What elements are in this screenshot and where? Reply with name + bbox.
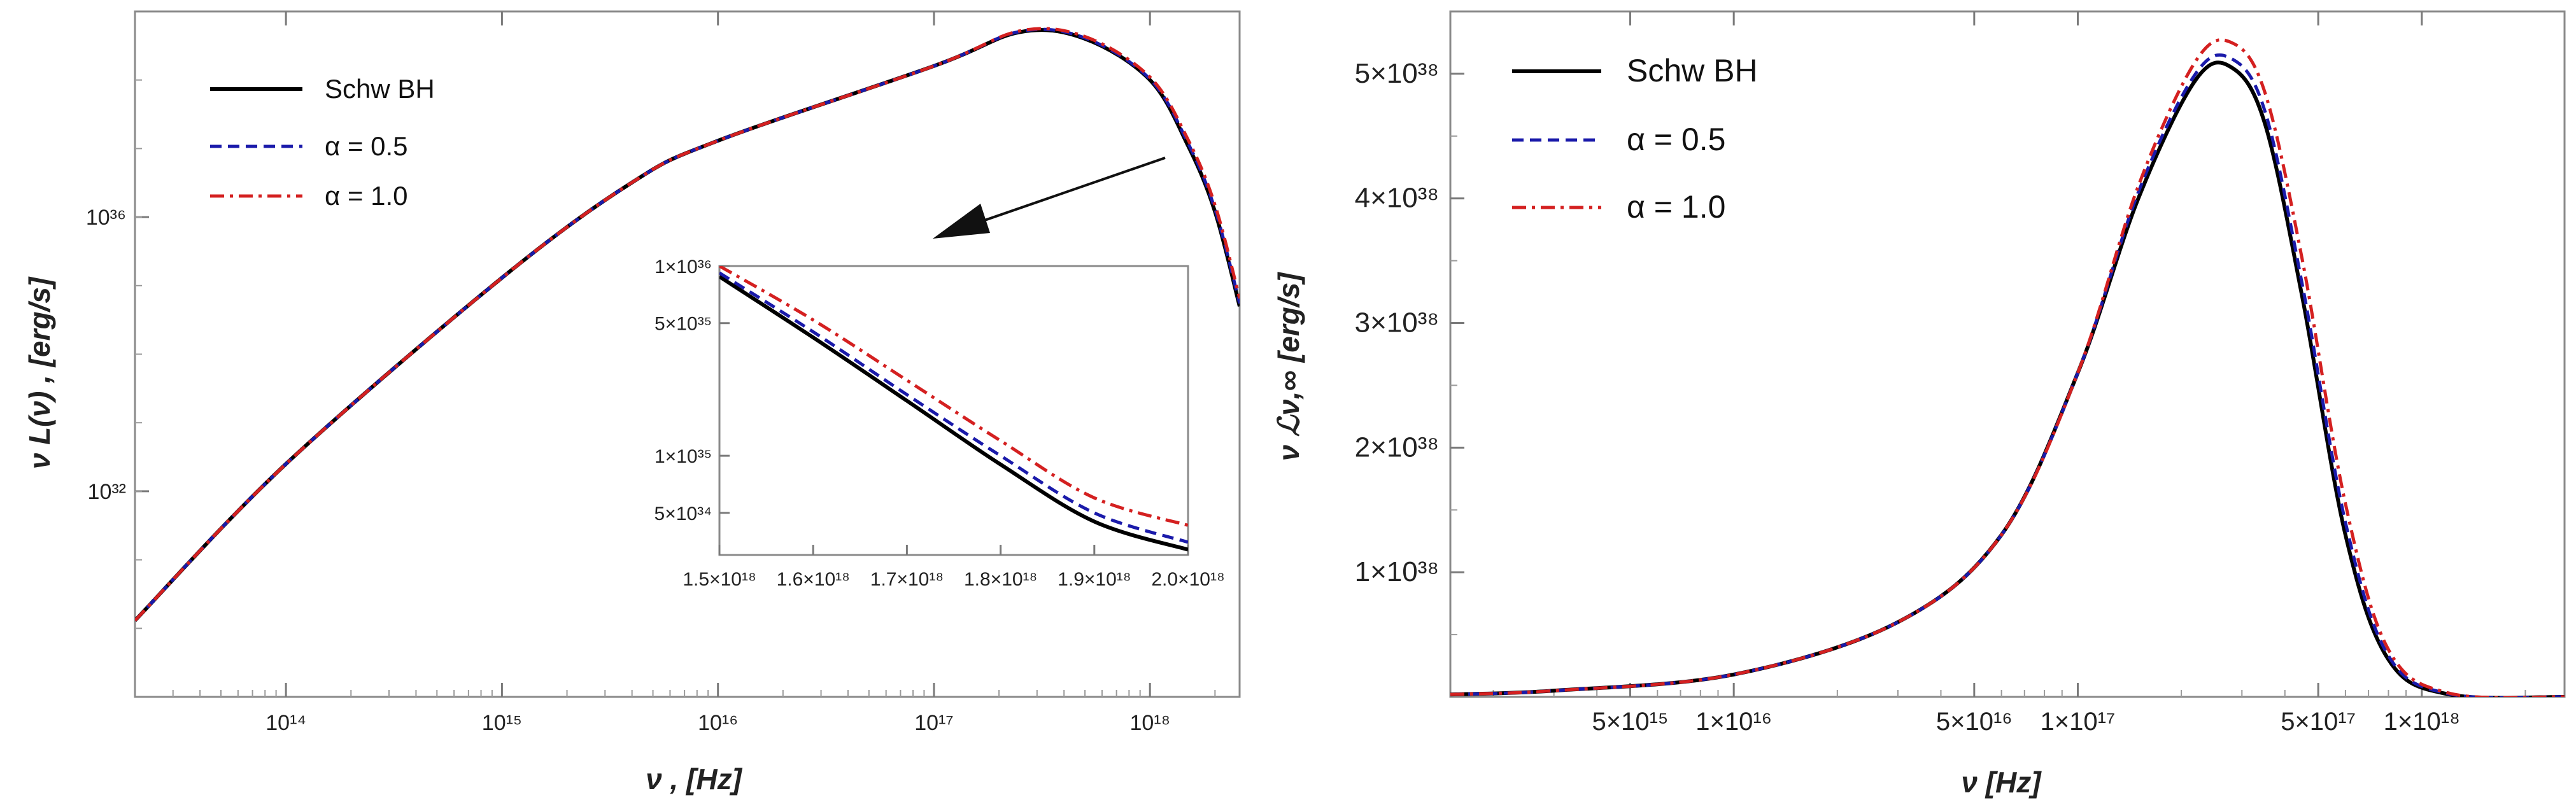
inset-series-line-1 <box>719 275 1188 552</box>
right-x-tick-label: 1×10¹⁷ <box>2041 708 2116 736</box>
right-x-tick-label: 5×10¹⁵ <box>1592 708 1669 736</box>
right-legend: Schw BH α = 0.5 α = 1.0 <box>1512 53 1758 225</box>
left-panel: 10¹⁴ 10¹⁵ 10¹⁶ 10¹⁷ 10¹⁸ 10³² 10³⁶ ν , [Hz] ν L(… <box>23 10 1241 796</box>
right-legend-label-2: α = 0.5 <box>1627 122 1725 157</box>
right-panel: 5×10¹⁵ 1×10¹⁶ 5×10¹⁶ 1×10¹⁷ 5×10¹⁷ 1×10¹⁸ 1×10… <box>1272 10 2566 799</box>
left-series-line-3 <box>135 27 1240 622</box>
left-legend: Schw BH α = 0.5 α = 1.0 <box>210 74 435 211</box>
right-x-axis-label: ν [Hz] <box>1961 766 2042 799</box>
inset-x-tick-label: 1.8×10¹⁸ <box>964 569 1037 590</box>
inset-y-tick-label: 1×10³⁶ <box>655 256 712 277</box>
right-legend-label-1: Schw BH <box>1627 53 1758 88</box>
right-plot-frame <box>1449 10 2566 698</box>
left-x-tick-label: 10¹⁸ <box>1129 711 1170 735</box>
right-x-tick-label: 1×10¹⁶ <box>1695 708 1772 736</box>
inset-y-tick-label: 5×10³⁴ <box>655 503 712 524</box>
right-y-axis-label: ν ℒν,∞ [erg/s] <box>1272 272 1305 461</box>
right-series-line-1 <box>1450 60 2565 697</box>
inset-y-tick-label: 1×10³⁵ <box>655 446 712 467</box>
inset-x-tick-label: 2.0×10¹⁸ <box>1151 569 1224 590</box>
inset-x-tick-label: 1.6×10¹⁸ <box>777 569 850 590</box>
right-y-tick-label: 3×10³⁸ <box>1355 307 1439 339</box>
zoom-arrow-head <box>933 204 990 239</box>
right-legend-label-3: α = 1.0 <box>1627 189 1725 225</box>
right-x-tick-label: 5×10¹⁷ <box>2281 708 2356 736</box>
right-x-tick-label: 1×10¹⁸ <box>2384 708 2460 736</box>
left-legend-label-1: Schw BH <box>325 74 435 104</box>
left-x-tick-label: 10¹⁴ <box>265 711 306 735</box>
left-legend-label-3: α = 1.0 <box>325 181 408 211</box>
left-x-tick-label: 10¹⁵ <box>482 711 522 735</box>
left-x-tick-label: 10¹⁷ <box>914 711 953 735</box>
inset-x-tick-label: 1.9×10¹⁸ <box>1058 569 1131 590</box>
right-y-tick-label: 2×10³⁸ <box>1355 432 1439 463</box>
left-legend-label-2: α = 0.5 <box>325 131 408 161</box>
zoom-arrow <box>933 157 1166 239</box>
inset-x-tick-label: 1.7×10¹⁸ <box>870 569 944 590</box>
left-y-tick-label: 10³⁶ <box>86 206 126 230</box>
inset-x-tick-label: 1.5×10¹⁸ <box>683 569 756 590</box>
right-y-tick-label: 4×10³⁸ <box>1355 183 1439 214</box>
inset-chart: 1.5×10¹⁸ 1.6×10¹⁸ 1.7×10¹⁸ 1.8×10¹⁸ 1.9×10¹⁸… <box>655 256 1225 590</box>
left-y-tick-label: 10³² <box>88 480 126 504</box>
right-series-line-3 <box>1450 38 2565 697</box>
inset-series-line-3 <box>719 266 1188 527</box>
inset-frame <box>718 265 1189 556</box>
left-x-tick-label: 10¹⁶ <box>698 711 738 735</box>
zoom-arrow-shaft <box>964 157 1166 228</box>
left-x-axis-label: ν , [Hz] <box>646 762 742 796</box>
right-series-line-2 <box>1450 53 2565 697</box>
right-y-tick-label: 1×10³⁸ <box>1355 556 1439 587</box>
inset-series-line-2 <box>719 271 1188 544</box>
right-y-tick-label: 5×10³⁸ <box>1355 58 1439 89</box>
right-x-tick-label: 5×10¹⁶ <box>1936 708 2013 736</box>
left-y-axis-label: ν L(ν) , [erg/s] <box>23 276 56 469</box>
inset-y-tick-label: 5×10³⁵ <box>655 314 712 335</box>
